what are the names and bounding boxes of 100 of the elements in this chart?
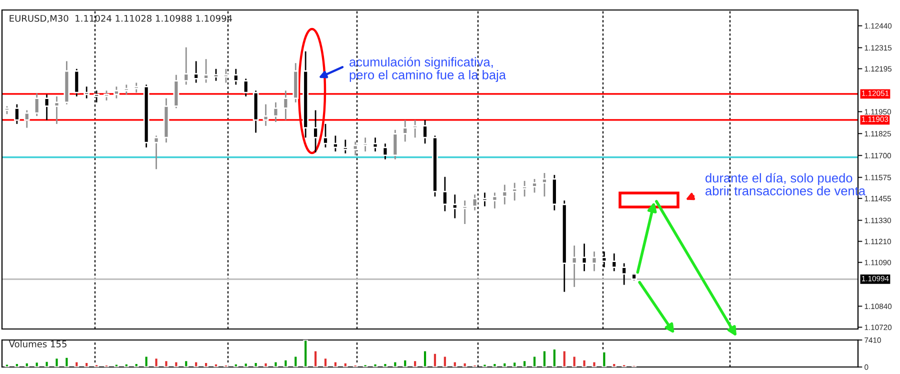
bar xyxy=(54,357,60,367)
bar xyxy=(154,357,159,367)
bar xyxy=(224,364,228,367)
bar xyxy=(14,362,20,367)
bar xyxy=(184,360,189,367)
bar xyxy=(4,363,10,367)
bar xyxy=(273,360,278,367)
candlestick xyxy=(522,180,528,198)
candlestick xyxy=(272,102,279,123)
candlestick xyxy=(74,68,80,98)
bar xyxy=(164,360,169,367)
bar xyxy=(263,362,268,367)
candlestick xyxy=(502,184,508,206)
bar xyxy=(352,364,358,367)
candlestick xyxy=(183,46,190,86)
bar xyxy=(372,363,378,367)
bar xyxy=(124,363,129,367)
bar xyxy=(253,362,258,367)
bar xyxy=(243,362,248,367)
bar xyxy=(442,355,448,367)
bar xyxy=(293,355,298,367)
bar xyxy=(582,359,587,367)
bar xyxy=(502,362,508,367)
bar xyxy=(174,360,179,367)
bar xyxy=(362,364,368,367)
bar xyxy=(512,361,518,367)
candlestick xyxy=(322,123,328,148)
bar xyxy=(134,362,139,367)
bar xyxy=(74,360,80,367)
candlestick xyxy=(532,178,538,194)
candlestick xyxy=(571,244,578,288)
bar xyxy=(382,362,388,367)
candlestick xyxy=(542,172,548,198)
bar xyxy=(283,359,288,367)
bar xyxy=(482,363,488,367)
candlestick xyxy=(621,262,628,286)
candlestick xyxy=(362,136,368,152)
bar xyxy=(104,364,109,367)
annotation: acumulación significativa, pero el camino fue a la baja xyxy=(350,57,506,82)
candlestick xyxy=(24,110,30,128)
candlestick xyxy=(203,58,209,84)
candlestick xyxy=(84,86,90,100)
bar xyxy=(194,360,199,367)
bar xyxy=(64,356,70,367)
bar xyxy=(452,360,458,367)
bar xyxy=(44,360,50,367)
candlestick xyxy=(462,200,468,225)
candlestick xyxy=(104,90,110,102)
bar xyxy=(204,362,208,367)
bar xyxy=(214,363,218,367)
bar xyxy=(622,364,627,367)
bar xyxy=(572,355,577,367)
candlestick xyxy=(332,134,338,152)
candlestick xyxy=(482,192,488,208)
bar xyxy=(522,360,527,367)
candlestick xyxy=(412,119,418,138)
candlestick xyxy=(34,92,40,117)
bar xyxy=(532,355,537,367)
bar xyxy=(233,363,238,367)
bar xyxy=(562,350,567,367)
bar xyxy=(114,363,119,367)
candlestick xyxy=(402,119,408,142)
candlestick xyxy=(492,192,498,210)
candlestick xyxy=(54,96,60,125)
candlestick xyxy=(581,242,588,272)
bar xyxy=(303,340,308,367)
candlestick xyxy=(342,139,348,154)
candlestick xyxy=(452,194,458,219)
candlestick xyxy=(213,68,219,82)
bar xyxy=(432,352,438,367)
bar xyxy=(422,350,428,367)
bar xyxy=(612,362,617,367)
bar xyxy=(34,361,40,367)
bar xyxy=(472,364,478,367)
bar xyxy=(94,364,99,367)
candlestick xyxy=(512,182,518,202)
bar xyxy=(542,350,547,367)
bar xyxy=(323,357,328,367)
candlestick xyxy=(123,84,130,96)
bar xyxy=(333,360,338,367)
bar xyxy=(24,362,30,367)
candlestick xyxy=(282,90,289,121)
candlestick xyxy=(114,86,120,100)
candlestick xyxy=(153,134,160,170)
candlestick xyxy=(372,136,378,152)
bar xyxy=(462,362,468,367)
candlestick xyxy=(591,250,598,272)
candlestick xyxy=(472,194,478,212)
bar xyxy=(592,360,597,367)
candlestick xyxy=(14,104,20,125)
candlestick xyxy=(193,60,200,84)
bar xyxy=(412,360,418,367)
candlestick xyxy=(44,94,50,121)
candlestick xyxy=(262,104,269,127)
candlestick xyxy=(422,119,428,144)
candlestick xyxy=(242,78,249,98)
bar xyxy=(492,362,498,367)
chart-title: EURUSD,M30 1.11024 1.11028 1.10988 1.10994 xyxy=(10,14,232,23)
candlestick xyxy=(133,82,140,94)
bar xyxy=(392,360,398,367)
